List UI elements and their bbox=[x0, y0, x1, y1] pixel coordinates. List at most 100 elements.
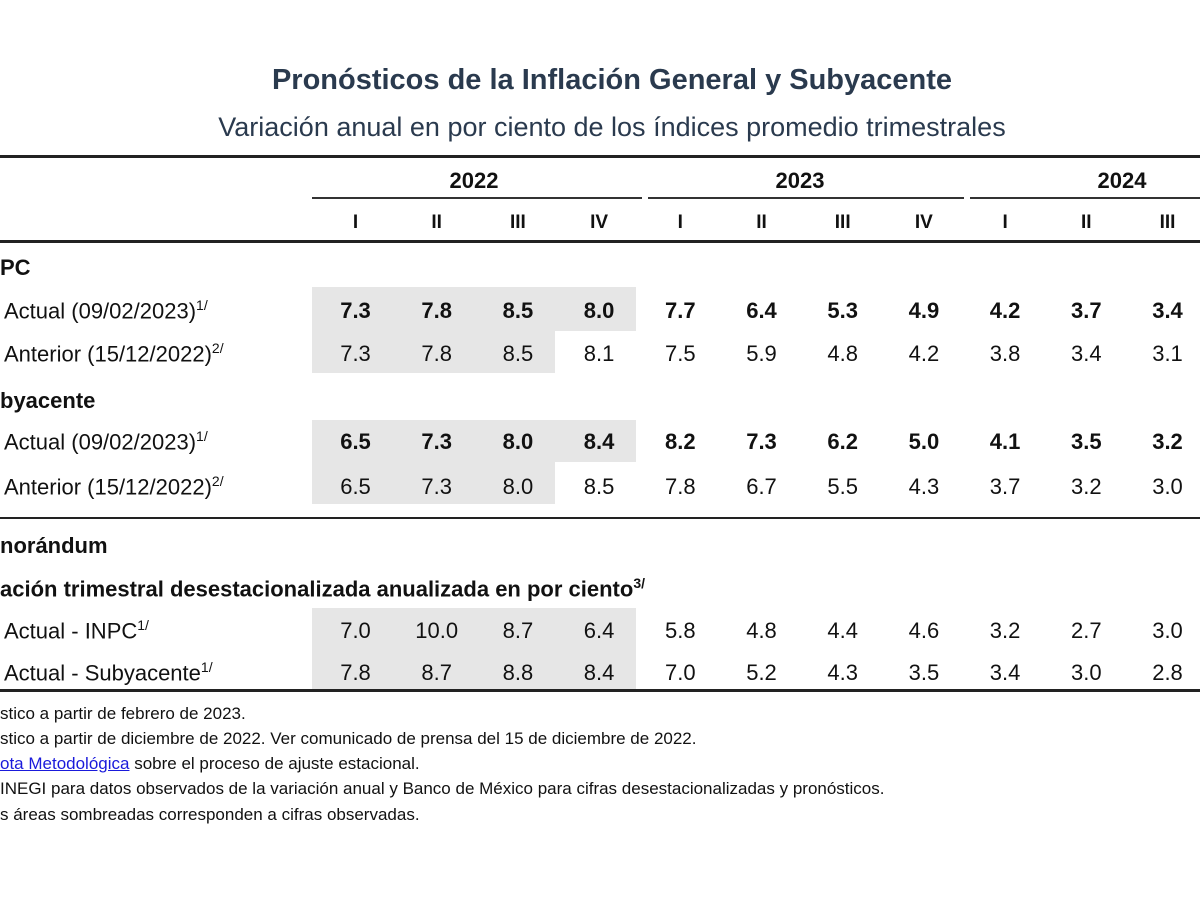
table-cell: 3.7 bbox=[1071, 298, 1102, 323]
table-cell: 3.4 bbox=[1152, 298, 1183, 323]
table-cell: 4.2 bbox=[908, 341, 940, 366]
row-label: Actual (09/02/2023)1/ bbox=[4, 297, 208, 324]
table-cell: 8.0 bbox=[502, 429, 534, 454]
table-subtitle: Variación anual en por ciento de los índ… bbox=[218, 112, 1006, 142]
table-cell: 5.9 bbox=[746, 341, 777, 366]
year-header-2023: 2023 bbox=[775, 168, 825, 193]
section-subyacente: byacente bbox=[0, 388, 96, 413]
table-cell: 8.5 bbox=[583, 474, 615, 499]
table-cell: 7.8 bbox=[340, 660, 371, 685]
footnote-2: stico a partir de diciembre de 2022. Ver… bbox=[0, 729, 697, 748]
footnote-5: s áreas sombreadas corresponden a cifras… bbox=[0, 805, 420, 824]
table-cell: 6.5 bbox=[340, 474, 371, 499]
quarter-header: II bbox=[431, 212, 442, 233]
footnote-ref: 1/ bbox=[137, 617, 149, 633]
table-cell: 2.7 bbox=[1071, 618, 1102, 643]
quarter-header: I bbox=[1002, 212, 1008, 233]
table-cell: 4.3 bbox=[827, 660, 858, 685]
table-cell: 7.0 bbox=[340, 618, 371, 643]
section-variacion-text: ación trimestral desestacionalizada anua… bbox=[0, 576, 634, 602]
bottom-rule bbox=[0, 689, 1200, 692]
table-cell: 5.2 bbox=[746, 660, 777, 685]
table-cell: 3.0 bbox=[1071, 660, 1102, 685]
table-cell: 4.8 bbox=[827, 341, 858, 366]
quarter-header: IV bbox=[914, 212, 933, 233]
table-cell: 8.7 bbox=[502, 618, 534, 643]
row-label: Anterior (15/12/2022)2/ bbox=[4, 340, 224, 367]
row-label-text: Anterior (15/12/2022) bbox=[4, 474, 212, 500]
footnote-ref: 1/ bbox=[200, 659, 213, 675]
footnote-3: ota Metodológica sobre el proceso de aju… bbox=[0, 754, 420, 774]
row-label-text: Actual - INPC bbox=[4, 618, 138, 644]
row-label: Actual (09/02/2023)1/ bbox=[4, 428, 208, 455]
table-cell: 3.5 bbox=[908, 660, 940, 685]
quarter-header: I bbox=[677, 212, 683, 233]
shade-observed bbox=[312, 287, 636, 331]
table-cell: 3.2 bbox=[1071, 474, 1102, 499]
table-cell: 8.5 bbox=[502, 341, 534, 366]
table-cell: 7.3 bbox=[421, 474, 452, 499]
quarter-header: IV bbox=[590, 212, 609, 233]
table-cell: 6.2 bbox=[827, 429, 858, 454]
year-header-2022: 2022 bbox=[449, 168, 499, 193]
table-cell: 4.4 bbox=[827, 618, 858, 643]
table-cell: 7.3 bbox=[340, 341, 371, 366]
table-cell: 3.1 bbox=[1152, 341, 1183, 366]
row-label: Actual - Subyacente1/ bbox=[4, 659, 213, 686]
section-memorandum: norándum bbox=[0, 533, 108, 558]
quarter-header: II bbox=[756, 212, 767, 233]
table-cell: 10.0 bbox=[415, 618, 459, 643]
table-cell: 2.8 bbox=[1152, 660, 1183, 685]
year-header-2024: 2024 bbox=[1097, 168, 1147, 193]
table-title: Pronósticos de la Inflación General y Su… bbox=[271, 64, 953, 96]
table-cell: 7.8 bbox=[421, 341, 452, 366]
table-cell: 7.3 bbox=[746, 429, 777, 454]
table-cell: 4.3 bbox=[908, 474, 940, 499]
section-variacion: ación trimestral desestacionalizada anua… bbox=[0, 575, 645, 602]
year-underline-2024 bbox=[970, 197, 1200, 199]
quarter-header: III bbox=[1159, 212, 1176, 233]
table-cell: 7.3 bbox=[340, 298, 371, 323]
table-cell: 6.4 bbox=[583, 618, 615, 643]
row-label-text: Anterior (15/12/2022) bbox=[4, 341, 212, 367]
table-cell: 7.8 bbox=[421, 298, 452, 323]
quarter-header: I bbox=[352, 212, 359, 233]
row-label-text: Actual - Subyacente bbox=[4, 660, 201, 686]
table-cell: 3.5 bbox=[1071, 429, 1102, 454]
table-cell: 6.7 bbox=[746, 474, 777, 499]
row-label: Actual - INPC1/ bbox=[4, 617, 149, 644]
table-cell: 4.8 bbox=[746, 618, 777, 643]
table-cell: 7.0 bbox=[665, 660, 696, 685]
table-cell: 7.7 bbox=[665, 298, 696, 323]
section-rule bbox=[0, 517, 1200, 519]
quarter-header: III bbox=[509, 212, 526, 233]
table-cell: 8.5 bbox=[502, 298, 534, 323]
table-cell: 4.9 bbox=[908, 298, 940, 323]
footnote-ref: 1/ bbox=[196, 428, 208, 444]
header-rule bbox=[0, 240, 1200, 243]
nota-metodologica-link[interactable]: ota Metodológica bbox=[0, 754, 130, 773]
table-cell: 4.1 bbox=[989, 429, 1021, 454]
row-label-text: Actual (09/02/2023) bbox=[4, 429, 197, 455]
year-underline-2023 bbox=[648, 197, 964, 199]
table-cell: 3.7 bbox=[989, 474, 1021, 499]
quarter-header: II bbox=[1081, 212, 1092, 233]
table-cell: 3.8 bbox=[989, 341, 1021, 366]
table-cell: 5.3 bbox=[827, 298, 858, 323]
table-cell: 5.8 bbox=[665, 618, 696, 643]
table-cell: 6.4 bbox=[746, 298, 777, 323]
table-cell: 3.2 bbox=[989, 618, 1021, 643]
table-cell: 4.6 bbox=[908, 618, 940, 643]
table-cell: 3.0 bbox=[1152, 618, 1183, 643]
table-cell: 8.0 bbox=[502, 474, 534, 499]
footnote-1: stico a partir de febrero de 2023. bbox=[0, 704, 246, 723]
table-cell: 3.2 bbox=[1152, 429, 1183, 454]
row-label-text: Actual (09/02/2023) bbox=[4, 298, 197, 324]
table-cell: 8.4 bbox=[583, 660, 615, 685]
footnote-3-text: sobre el proceso de ajuste estacional. bbox=[129, 754, 420, 773]
table-cell: 8.1 bbox=[583, 341, 615, 366]
table-cell: 3.0 bbox=[1152, 474, 1183, 499]
footnote-ref: 2/ bbox=[211, 473, 224, 489]
table-cell: 5.5 bbox=[827, 474, 858, 499]
table-cell: 8.2 bbox=[665, 429, 696, 454]
